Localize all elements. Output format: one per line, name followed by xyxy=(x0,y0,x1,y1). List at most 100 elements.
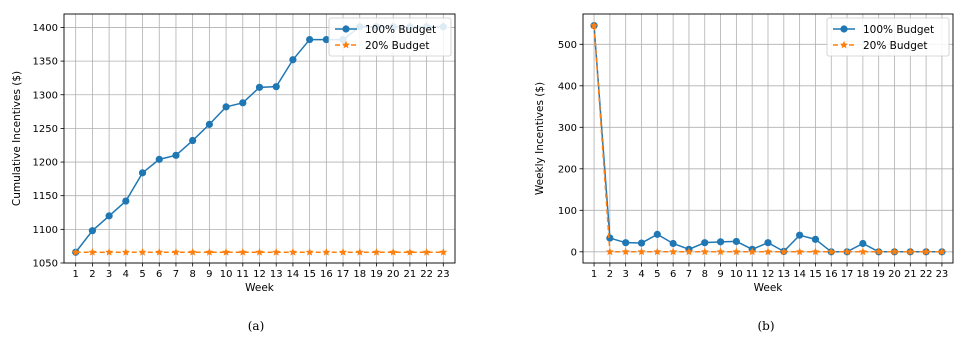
legend-marker xyxy=(342,25,350,33)
y-axis-label: Cumulative Incentives ($) xyxy=(11,71,23,206)
data-point xyxy=(155,248,164,256)
x-axis-label: Week xyxy=(245,282,275,294)
data-point xyxy=(906,247,915,256)
data-point xyxy=(795,247,804,256)
data-point xyxy=(637,247,646,256)
x-tick-label: 13 xyxy=(777,269,790,280)
data-point xyxy=(222,103,230,111)
data-point xyxy=(811,235,820,243)
subfigure-caption: (a) xyxy=(248,319,265,333)
legend-marker xyxy=(342,40,350,49)
data-point xyxy=(189,136,197,145)
data-point xyxy=(732,247,741,256)
x-tick-label: 6 xyxy=(156,269,162,280)
plot-frame xyxy=(582,13,954,264)
legend: 100% Budget 20% Budget xyxy=(328,17,452,57)
data-point xyxy=(322,35,330,44)
data-point xyxy=(272,248,281,256)
data-point xyxy=(155,155,163,163)
y-tick-label: 1400 xyxy=(33,23,58,34)
data-point xyxy=(622,239,630,247)
data-point xyxy=(255,248,264,256)
x-tick-label: 16 xyxy=(825,269,838,280)
data-point xyxy=(205,120,213,128)
legend-label: 100% Budget xyxy=(365,24,436,36)
x-tick-label: 18 xyxy=(857,269,870,280)
x-tick-label: 14 xyxy=(793,269,806,280)
x-tick-label: 18 xyxy=(353,269,366,280)
x-tick-label: 5 xyxy=(654,269,660,280)
x-tick-label: 3 xyxy=(106,269,112,280)
data-point xyxy=(439,248,448,256)
y-tick-label: 400 xyxy=(558,81,577,92)
data-point xyxy=(653,247,662,256)
y-tick-label: 200 xyxy=(558,164,577,175)
data-point xyxy=(858,247,867,256)
data-point xyxy=(71,248,80,256)
x-tick-label: 12 xyxy=(762,269,775,280)
y-tick-label: 500 xyxy=(558,40,577,51)
legend-box xyxy=(826,17,950,57)
x-tick-label: 21 xyxy=(904,269,917,280)
data-point xyxy=(779,247,788,256)
data-point xyxy=(205,248,214,256)
x-tick-label: 11 xyxy=(746,269,759,280)
data-point xyxy=(890,247,899,256)
data-point xyxy=(172,151,180,159)
data-point xyxy=(701,239,709,247)
data-point xyxy=(339,248,348,256)
y-tick-label: 100 xyxy=(558,206,577,217)
data-point xyxy=(188,248,197,256)
data-point xyxy=(859,239,867,248)
x-tick-label: 10 xyxy=(730,269,743,280)
x-tick-label: 8 xyxy=(702,269,708,280)
x-tick-label: 4 xyxy=(638,269,644,280)
y-axis-label: Weekly Incentives ($) xyxy=(534,82,546,195)
data-point xyxy=(88,227,97,235)
x-tick-label: 22 xyxy=(420,269,433,280)
data-point xyxy=(874,247,883,256)
data-point xyxy=(827,247,836,256)
data-point xyxy=(289,56,297,64)
x-tick-label: 15 xyxy=(809,269,822,280)
data-point xyxy=(937,247,946,256)
legend-marker xyxy=(840,25,848,33)
legend-label: 20% Budget xyxy=(365,40,429,52)
data-point xyxy=(606,234,614,242)
subfigure-caption: (b) xyxy=(757,319,774,333)
x-tick-label: 19 xyxy=(370,269,383,280)
x-tick-label: 23 xyxy=(936,269,949,280)
data-point xyxy=(238,248,247,256)
y-tick-label: 1350 xyxy=(33,57,58,68)
x-tick-label: 16 xyxy=(320,269,333,280)
data-point xyxy=(305,248,314,256)
x-tick-label: 20 xyxy=(387,269,400,280)
chart-panel-a: 1 2 3 4 5 6 7 8 9 10 11 12 13 14 15 16 17 18 19 20 21 22 23105… xyxy=(11,13,456,333)
x-tick-label: 6 xyxy=(670,269,676,280)
x-tick-label: 17 xyxy=(337,269,350,280)
y-tick-label: 300 xyxy=(558,123,577,134)
y-tick-label: 1250 xyxy=(33,124,58,135)
data-point xyxy=(669,239,677,248)
data-point xyxy=(255,83,264,91)
data-point xyxy=(222,248,231,256)
y-tick-label: 1100 xyxy=(33,225,58,236)
x-tick-label: 7 xyxy=(173,269,179,280)
x-tick-label: 22 xyxy=(920,269,933,280)
plot-frame xyxy=(63,13,456,264)
data-point xyxy=(811,247,820,256)
data-point xyxy=(684,247,693,256)
data-point xyxy=(590,21,599,30)
data-point xyxy=(138,169,147,177)
x-tick-label: 8 xyxy=(189,269,195,280)
data-point xyxy=(700,247,709,256)
data-point xyxy=(138,248,147,256)
y-tick-label: 1300 xyxy=(33,90,58,101)
x-tick-label: 1 xyxy=(591,269,597,280)
legend: 100% Budget 20% Budget xyxy=(826,17,950,57)
data-point xyxy=(405,248,414,256)
x-tick-label: 15 xyxy=(303,269,316,280)
data-point xyxy=(239,99,247,107)
legend-marker xyxy=(840,40,848,49)
